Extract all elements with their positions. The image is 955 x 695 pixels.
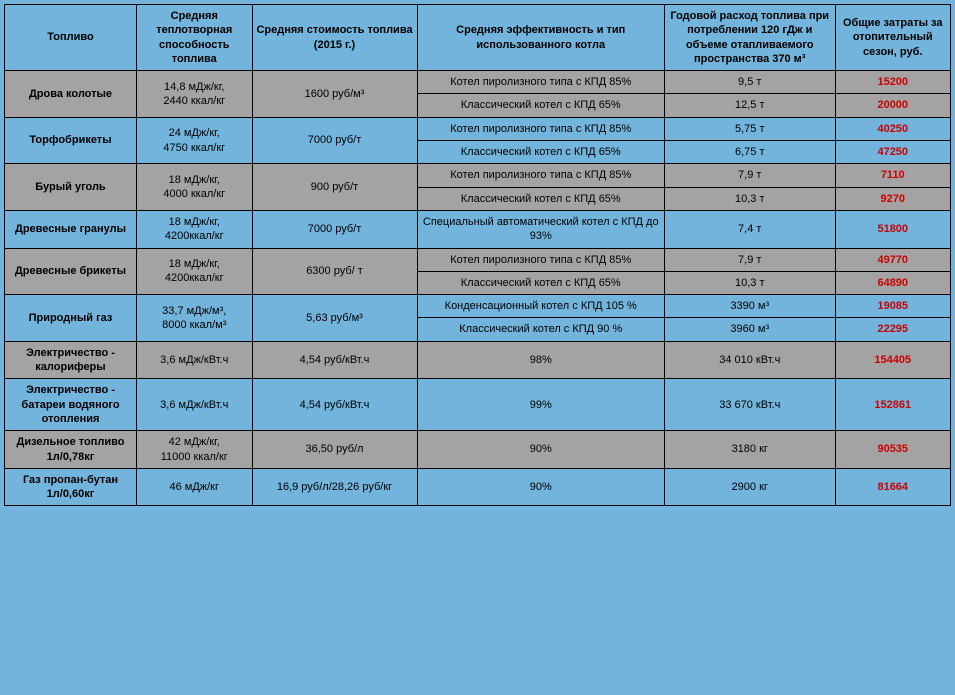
boiler-type: Котел пиролизного типа с КПД 85% [417,248,665,271]
boiler-type: Классический котел с КПД 65% [417,141,665,164]
fuel-name: Дизельное топливо 1л/0,78кг [5,431,137,469]
consumption: 3180 кг [665,431,836,469]
heat-value: 3,6 мДж/кВт.ч [137,341,253,379]
total-cost: 40250 [835,117,951,140]
boiler-type: Классический котел с КПД 65% [417,271,665,294]
heat-value: 14,8 мДж/кг,2440 ккал/кг [137,71,253,118]
total-cost: 22295 [835,318,951,341]
consumption: 12,5 т [665,94,836,117]
consumption: 3390 м³ [665,295,836,318]
col-boiler-type: Средняя эффективность и тип использованн… [417,5,665,71]
table-row: Древесные брикеты18 мДж/кг,4200ккал/кг63… [5,248,951,271]
price: 1600 руб/м³ [252,71,417,118]
consumption: 34 010 кВт.ч [665,341,836,379]
total-cost: 15200 [835,71,951,94]
total-cost: 51800 [835,210,951,248]
total-cost: 81664 [835,468,951,506]
heat-value: 18 мДж/кг,4000 ккал/кг [137,164,253,211]
consumption: 2900 кг [665,468,836,506]
total-cost: 154405 [835,341,951,379]
consumption: 9,5 т [665,71,836,94]
boiler-type: Специальный автоматический котел с КПД д… [417,210,665,248]
boiler-type: Классический котел с КПД 65% [417,94,665,117]
fuel-name: Природный газ [5,295,137,342]
price: 6300 руб/ т [252,248,417,295]
total-cost: 7110 [835,164,951,187]
table-row: Древесные гранулы18 мДж/кг,4200ккал/кг70… [5,210,951,248]
consumption: 7,9 т [665,248,836,271]
fuel-name: Бурый уголь [5,164,137,211]
boiler-type: Котел пиролизного типа с КПД 85% [417,71,665,94]
consumption: 7,9 т [665,164,836,187]
consumption: 7,4 т [665,210,836,248]
col-fuel: Топливо [5,5,137,71]
fuel-name: Древесные брикеты [5,248,137,295]
boiler-type: Классический котел с КПД 65% [417,187,665,210]
total-cost: 49770 [835,248,951,271]
heat-value: 3,6 мДж/кВт.ч [137,379,253,431]
total-cost: 9270 [835,187,951,210]
heat-value: 33,7 мДж/м³,8000 ккал/м³ [137,295,253,342]
price: 5,63 руб/м³ [252,295,417,342]
total-cost: 90535 [835,431,951,469]
fuel-name: Торфобрикеты [5,117,137,164]
col-consumption: Годовой расход топлива при потреблении 1… [665,5,836,71]
heat-value: 24 мДж/кг,4750 ккал/кг [137,117,253,164]
col-heat-value: Средняя теплотворная способность топлива [137,5,253,71]
price: 4,54 руб/кВт.ч [252,341,417,379]
table-row: Торфобрикеты24 мДж/кг,4750 ккал/кг7000 р… [5,117,951,140]
consumption: 10,3 т [665,271,836,294]
boiler-type: 99% [417,379,665,431]
col-price: Средняя стоимость топлива (2015 г.) [252,5,417,71]
price: 36,50 руб/л [252,431,417,469]
fuel-name: Электричество - калориферы [5,341,137,379]
boiler-type: 90% [417,468,665,506]
price: 7000 руб/т [252,210,417,248]
boiler-type: Конденсационный котел с КПД 105 % [417,295,665,318]
price: 7000 руб/т [252,117,417,164]
consumption: 3960 м³ [665,318,836,341]
boiler-type: 90% [417,431,665,469]
heat-value: 46 мДж/кг [137,468,253,506]
consumption: 33 670 кВт.ч [665,379,836,431]
price: 4,54 руб/кВт.ч [252,379,417,431]
consumption: 5,75 т [665,117,836,140]
boiler-type: 98% [417,341,665,379]
price: 16,9 руб/л/28,26 руб/кг [252,468,417,506]
price: 900 руб/т [252,164,417,211]
fuel-cost-table: Топливо Средняя теплотворная способность… [4,4,951,506]
table-row: Газ пропан-бутан 1л/0,60кг46 мДж/кг16,9 … [5,468,951,506]
boiler-type: Классический котел с КПД 90 % [417,318,665,341]
table-row: Природный газ33,7 мДж/м³,8000 ккал/м³5,6… [5,295,951,318]
total-cost: 47250 [835,141,951,164]
fuel-name: Газ пропан-бутан 1л/0,60кг [5,468,137,506]
consumption: 6,75 т [665,141,836,164]
boiler-type: Котел пиролизного типа с КПД 85% [417,117,665,140]
boiler-type: Котел пиролизного типа с КПД 85% [417,164,665,187]
heat-value: 18 мДж/кг,4200ккал/кг [137,248,253,295]
heat-value: 42 мДж/кг,11000 ккал/кг [137,431,253,469]
table-row: Электричество - батареи водяного отоплен… [5,379,951,431]
total-cost: 19085 [835,295,951,318]
fuel-name: Дрова колотые [5,71,137,118]
table-header: Топливо Средняя теплотворная способность… [5,5,951,71]
consumption: 10,3 т [665,187,836,210]
heat-value: 18 мДж/кг,4200ккал/кг [137,210,253,248]
col-total-cost: Общие затраты за отопительный сезон, руб… [835,5,951,71]
fuel-name: Электричество - батареи водяного отоплен… [5,379,137,431]
total-cost: 64890 [835,271,951,294]
table-row: Дизельное топливо 1л/0,78кг42 мДж/кг,110… [5,431,951,469]
table-row: Бурый уголь18 мДж/кг,4000 ккал/кг900 руб… [5,164,951,187]
table-row: Электричество - калориферы3,6 мДж/кВт.ч4… [5,341,951,379]
total-cost: 152861 [835,379,951,431]
table-body: Дрова колотые14,8 мДж/кг,2440 ккал/кг160… [5,71,951,506]
total-cost: 20000 [835,94,951,117]
fuel-name: Древесные гранулы [5,210,137,248]
table-row: Дрова колотые14,8 мДж/кг,2440 ккал/кг160… [5,71,951,94]
